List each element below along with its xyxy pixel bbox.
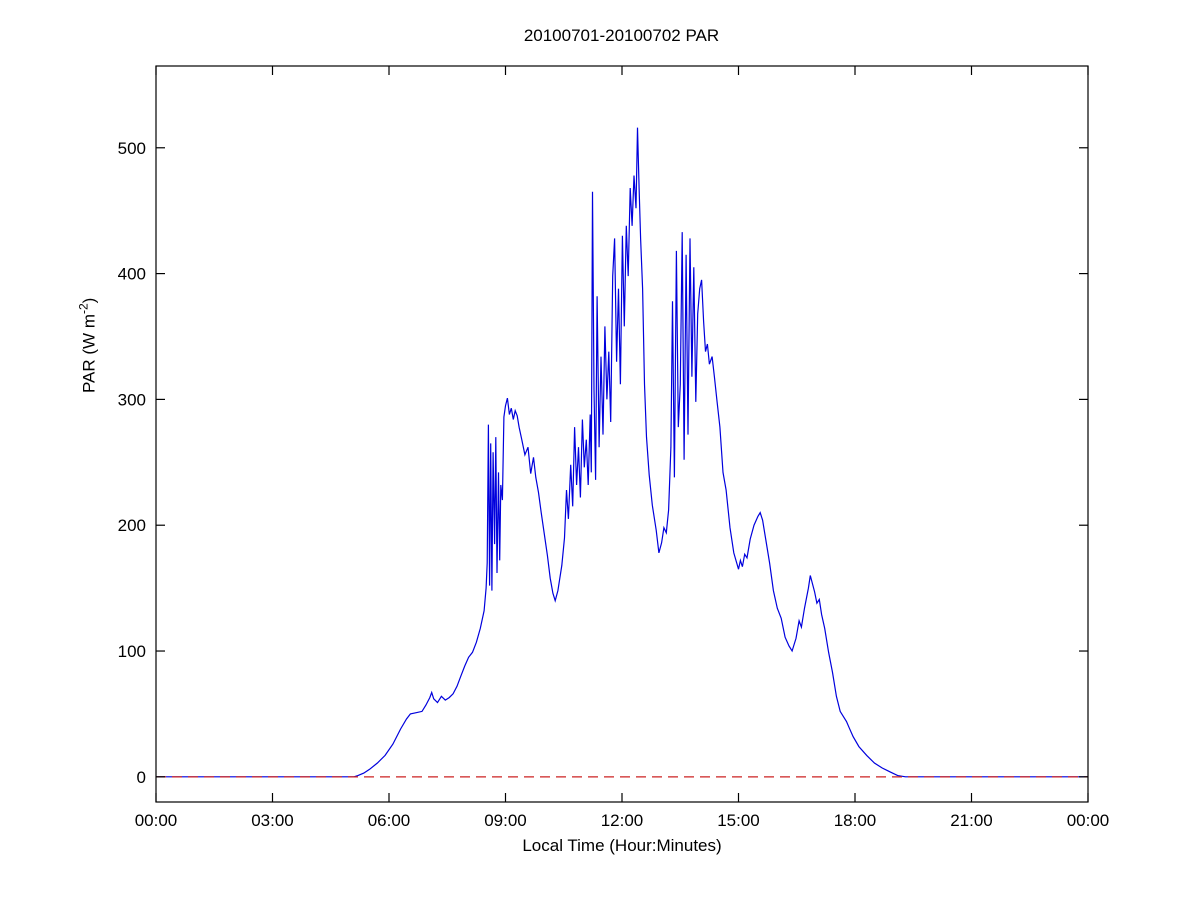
y-tick-label: 200 xyxy=(118,516,146,535)
y-tick-label: 300 xyxy=(118,390,146,409)
chart-title: 20100701-20100702 PAR xyxy=(523,26,720,45)
x-tick-label: 09:00 xyxy=(484,811,527,830)
x-tick-label: 18:00 xyxy=(834,811,877,830)
x-tick-label: 03:00 xyxy=(251,811,294,830)
y-axis-label: PAR (W m-2) xyxy=(77,245,100,445)
y-axis-label-close: ) xyxy=(79,297,99,304)
y-tick-label: 500 xyxy=(118,139,146,158)
y-tick-label: 400 xyxy=(118,265,146,284)
x-tick-label: 00:00 xyxy=(1067,811,1110,830)
plot-box xyxy=(155,65,1089,803)
x-axis-label: Local Time (Hour:Minutes) xyxy=(522,836,722,855)
y-axis-label-exponent: -2 xyxy=(76,303,91,314)
x-tick-label: 21:00 xyxy=(950,811,993,830)
x-tick-label: 12:00 xyxy=(601,811,644,830)
y-axis-label-main: PAR (W m xyxy=(79,314,99,394)
x-tick-label: 00:00 xyxy=(135,811,178,830)
y-tick-label: 100 xyxy=(118,642,146,661)
x-tick-label: 15:00 xyxy=(717,811,760,830)
y-tick-label: 0 xyxy=(137,768,146,787)
par-data-line xyxy=(156,127,1088,778)
x-tick-label: 06:00 xyxy=(368,811,411,830)
